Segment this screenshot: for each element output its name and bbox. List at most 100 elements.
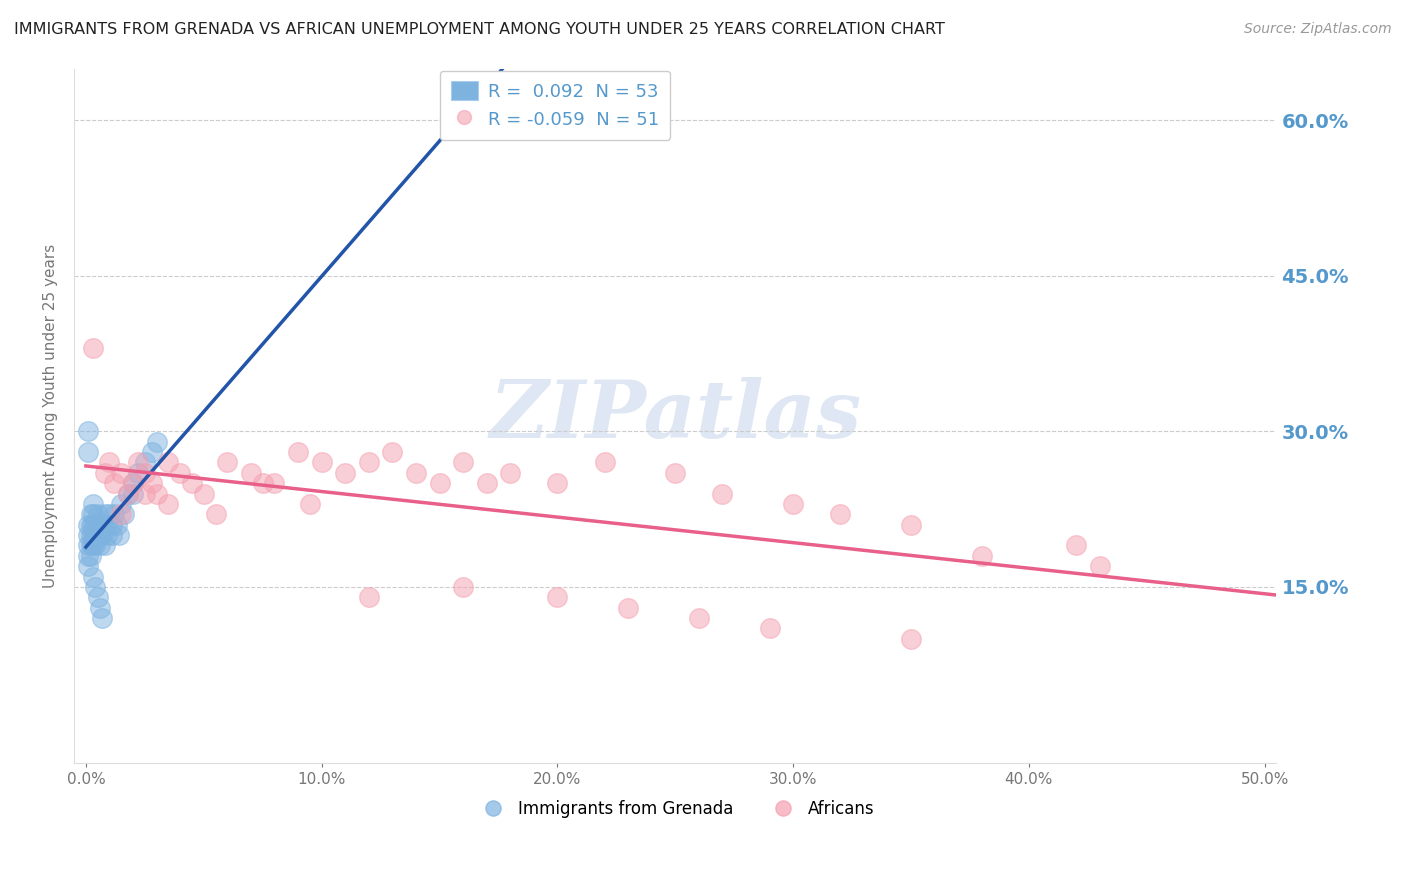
Point <box>117 486 139 500</box>
Point <box>239 466 262 480</box>
Point <box>405 466 427 480</box>
Point <box>84 517 107 532</box>
Point <box>970 549 993 563</box>
Point <box>89 600 111 615</box>
Point <box>86 528 108 542</box>
Point <box>84 538 107 552</box>
Point <box>381 445 404 459</box>
Text: Source: ZipAtlas.com: Source: ZipAtlas.com <box>1244 22 1392 37</box>
Point <box>134 455 156 469</box>
Point <box>82 497 104 511</box>
Point <box>141 445 163 459</box>
Point <box>86 591 108 605</box>
Point <box>1064 538 1087 552</box>
Point <box>103 476 125 491</box>
Point <box>82 508 104 522</box>
Point <box>79 508 101 522</box>
Point <box>217 455 239 469</box>
Point <box>82 528 104 542</box>
Point <box>193 486 215 500</box>
Point <box>134 466 156 480</box>
Point <box>82 517 104 532</box>
Point <box>127 466 149 480</box>
Point <box>429 476 451 491</box>
Point <box>157 455 180 469</box>
Point <box>82 538 104 552</box>
Point <box>77 445 100 459</box>
Point <box>475 476 498 491</box>
Point <box>82 569 104 583</box>
Point <box>110 508 132 522</box>
Point <box>79 538 101 552</box>
Point <box>77 517 100 532</box>
Point <box>86 517 108 532</box>
Point <box>451 455 474 469</box>
Point <box>664 466 686 480</box>
Point <box>357 591 380 605</box>
Legend: Immigrants from Grenada, Africans: Immigrants from Grenada, Africans <box>470 793 882 824</box>
Point <box>617 600 640 615</box>
Point <box>688 611 710 625</box>
Point <box>900 517 922 532</box>
Point <box>122 476 145 491</box>
Point <box>96 517 118 532</box>
Point <box>145 486 167 500</box>
Point <box>357 455 380 469</box>
Point <box>98 508 121 522</box>
Point <box>91 611 114 625</box>
Point <box>96 528 118 542</box>
Point <box>546 591 568 605</box>
Point <box>311 455 333 469</box>
Point <box>77 425 100 439</box>
Point <box>169 466 191 480</box>
Point <box>758 621 780 635</box>
Point <box>108 528 131 542</box>
Point <box>1088 559 1111 574</box>
Point <box>89 538 111 552</box>
Point <box>86 508 108 522</box>
Point <box>117 486 139 500</box>
Point <box>93 538 115 552</box>
Point <box>79 517 101 532</box>
Point <box>101 528 124 542</box>
Point <box>84 580 107 594</box>
Point <box>127 455 149 469</box>
Point <box>103 508 125 522</box>
Point <box>145 434 167 449</box>
Point <box>900 632 922 646</box>
Point <box>141 476 163 491</box>
Text: IMMIGRANTS FROM GRENADA VS AFRICAN UNEMPLOYMENT AMONG YOUTH UNDER 25 YEARS CORRE: IMMIGRANTS FROM GRENADA VS AFRICAN UNEMP… <box>14 22 945 37</box>
Point <box>263 476 285 491</box>
Point <box>499 466 522 480</box>
Point <box>77 528 100 542</box>
Point <box>91 517 114 532</box>
Point <box>181 476 204 491</box>
Point <box>89 517 111 532</box>
Point <box>335 466 357 480</box>
Text: ZIPatlas: ZIPatlas <box>489 377 862 455</box>
Point <box>134 486 156 500</box>
Point <box>98 455 121 469</box>
Point <box>89 528 111 542</box>
Point <box>287 445 309 459</box>
Point <box>79 528 101 542</box>
Point <box>91 528 114 542</box>
Point <box>252 476 274 491</box>
Point <box>84 528 107 542</box>
Point <box>157 497 180 511</box>
Point <box>546 476 568 491</box>
Point <box>110 497 132 511</box>
Point <box>451 580 474 594</box>
Point <box>93 508 115 522</box>
Point <box>122 476 145 491</box>
Point <box>77 538 100 552</box>
Point <box>77 559 100 574</box>
Point <box>593 455 616 469</box>
Point <box>79 549 101 563</box>
Point <box>93 466 115 480</box>
Point <box>110 466 132 480</box>
Point <box>782 497 804 511</box>
Point <box>77 549 100 563</box>
Point <box>112 508 135 522</box>
Point <box>711 486 734 500</box>
